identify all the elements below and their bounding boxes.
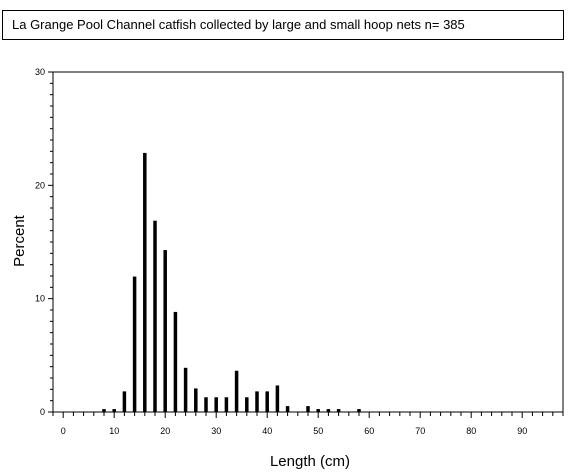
histogram-bar [153,220,157,412]
histogram-bar [173,311,178,412]
x-tick-label: 90 [517,426,527,436]
y-tick-label: 0 [40,407,45,417]
x-tick-label: 80 [466,426,476,436]
x-tick-label: 30 [211,426,221,436]
histogram-bar [285,406,290,412]
histogram-bar [102,409,106,412]
histogram-bar [316,409,320,412]
histogram-bar [112,409,116,412]
y-axis-label: Percent [11,214,28,267]
histogram-bar [183,367,188,412]
plot-border [52,71,564,413]
plot-frame [52,71,564,413]
histogram-bar [194,388,198,412]
histogram-bar [326,409,331,412]
histogram-bar [255,391,259,412]
y-tick-label: 20 [35,180,45,190]
histogram-bar [265,391,269,412]
histogram-bar [234,370,239,412]
x-tick-label: 50 [313,426,323,436]
histogram-bar [214,397,218,412]
histogram-bar [143,152,147,413]
histogram-bar [336,409,341,412]
histogram-bar [357,409,361,412]
x-tick-label: 60 [364,426,374,436]
histogram-bar [245,397,249,412]
histogram-bar [224,397,229,412]
histogram-bar [163,250,167,412]
chart-title: La Grange Pool Channel catfish collected… [2,10,564,40]
histogram-bar [275,385,280,412]
bars [102,152,361,413]
y-tick-label: 10 [35,294,45,304]
x-axis: 0 10 20 30 40 50 60 70 80 90 [52,412,564,436]
histogram-bar [122,391,127,412]
y-axis: 0 10 20 30 [35,67,53,417]
histogram-bar [132,276,137,412]
y-tick-label: 30 [35,67,45,77]
x-tick-label: 70 [415,426,425,436]
x-tick-label: 0 [61,426,66,436]
histogram-bar [306,406,310,412]
x-tick-label: 20 [160,426,170,436]
x-axis-label: Length (cm) [270,453,350,470]
x-tick-label: 40 [262,426,272,436]
x-tick-label: 10 [109,426,119,436]
histogram-bar [204,397,208,412]
